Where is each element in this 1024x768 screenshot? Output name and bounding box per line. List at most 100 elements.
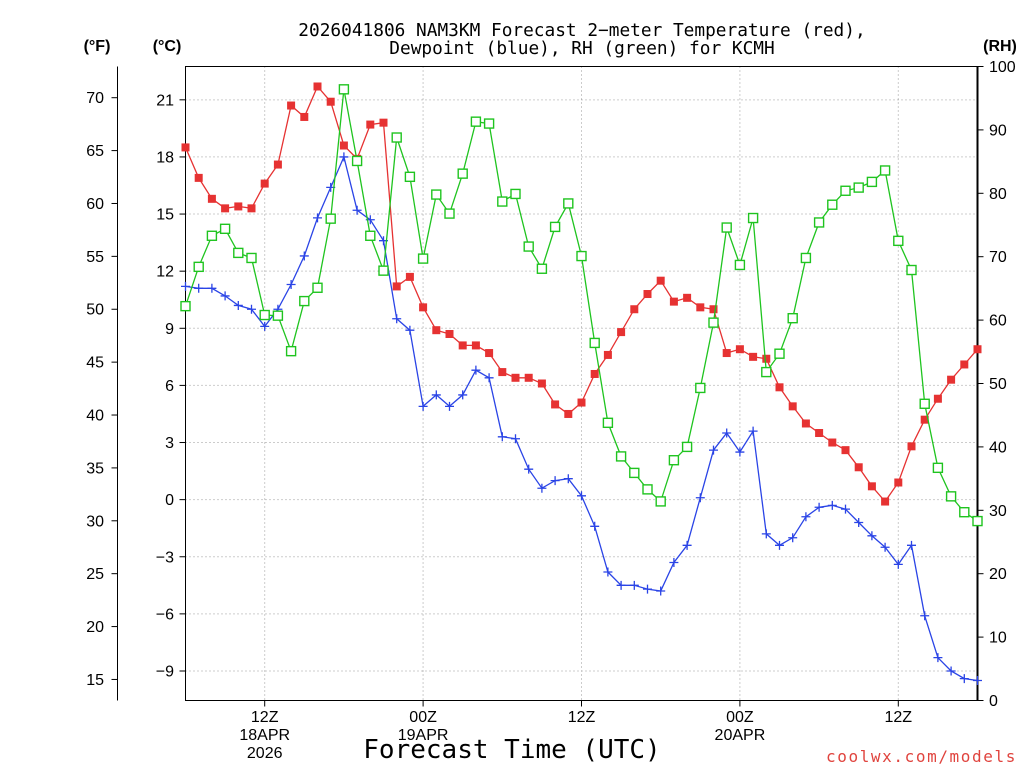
rh-point [813,217,825,228]
dewpoint-point [537,483,547,493]
celsius-tick-label: 0 [165,492,174,509]
temperature-point [432,326,441,335]
dewpoint-point [431,390,441,400]
rh-tick-label: 20 [989,566,1007,583]
dewpoint-point [550,476,560,486]
temperature-point [537,379,546,388]
temperature-point [300,112,309,121]
fahrenheit-tick-label: 25 [86,566,104,583]
celsius-tick-label: 3 [165,435,174,452]
dewpoint-point [656,586,666,596]
dewpoint-point [590,521,600,531]
fahrenheit-tick-label: 70 [86,90,104,107]
dewpoint-point [563,474,573,484]
temperature-point [221,204,230,213]
rh-point [959,507,970,518]
dewpoint-point [181,281,190,291]
rh-point [893,235,904,247]
rh-point [483,118,495,129]
celsius-tick-label: 12 [156,264,174,281]
dewpoint-point [445,401,454,411]
axes: 15 20 25 30 35 40 45 50 55 60 65 70 −9 −6 −3 0 3 6 9 12 15 18… [86,59,1016,762]
temperature-point [234,202,243,211]
temperature-point [419,303,428,312]
rh-point [919,398,930,409]
rh-point [285,345,297,357]
temperature-point [247,204,256,213]
time-tick-label: 00Z [726,709,754,726]
temperature-point [960,360,969,369]
rh-point [615,451,627,462]
temperature-point [590,369,599,378]
temperature-point [867,482,876,491]
rh-tick-label: 100 [989,59,1016,76]
fahrenheit-tick-label: 35 [86,460,104,477]
temperature-point [511,373,520,382]
dewpoint-point [695,493,705,503]
rh-tick-label: 60 [989,313,1007,330]
chart-title-line-1: 2026041806 NAM3KM Forecast 2−meter Tempe… [298,20,865,41]
rh-point [378,265,389,276]
temperature-point [669,297,678,306]
dewpoint-point [801,512,811,522]
temperature-point [947,375,956,384]
rh-point [549,221,561,233]
celsius-tick-label: −3 [156,549,174,566]
dewpoint-point [497,432,507,442]
celsius-axis-label: (°C) [153,38,182,55]
rh-point [734,259,746,271]
time-tick-label: 00Z [409,709,437,726]
temperature-point [881,497,890,506]
temperature-point [709,305,718,314]
dewpoint-point [669,557,679,567]
rh-point [510,188,521,200]
rh-point [417,253,429,264]
rh-point [497,196,508,207]
dewpoint-point [247,304,256,314]
celsius-tick-label: 15 [156,207,174,224]
temperature-point [630,305,639,314]
rh-point [879,165,891,176]
temperature-point [841,446,850,455]
celsius-tick-label: 9 [165,321,174,338]
temperature-point [181,143,190,152]
fahrenheit-tick-label: 55 [86,249,104,266]
rh-point [589,337,600,349]
temperature-point [815,429,824,438]
rh-point [246,252,257,264]
time-tick-label: 20APR [715,727,766,744]
time-tick-label: 18APR [239,727,290,744]
celsius-tick-label: 21 [156,92,174,109]
temperature-point [643,290,652,299]
rh-point [193,261,204,273]
time-tick-label: 12Z [568,709,596,726]
dewpoint-point [352,205,362,215]
rh-point [906,264,917,276]
x-axis-label: Forecast Time (UTC) [363,735,660,765]
rh-point [602,417,614,429]
rh-point [972,515,983,527]
temperature-point [339,141,348,150]
dewpoint-point [788,533,798,543]
temperature-point [603,350,612,359]
rh-point [338,84,350,95]
dewpoint-point [867,531,877,541]
rh-point [761,366,772,378]
rh-point [365,230,376,241]
temperature-point [392,282,401,291]
fahrenheit-tick-label: 20 [86,619,104,636]
temperature-point [801,419,810,428]
rh-point [840,185,851,196]
dewpoint-point [709,445,718,455]
rh-tick-label: 0 [989,693,998,710]
rh-point [444,208,455,219]
rh-point [747,212,759,224]
fahrenheit-tick-label: 40 [86,408,104,425]
rh-point [695,382,706,394]
dewpoint-point [313,213,322,223]
dewpoint-point [748,426,758,436]
rh-series [180,84,983,527]
rh-point [351,155,363,167]
rh-tick-label: 30 [989,503,1007,520]
